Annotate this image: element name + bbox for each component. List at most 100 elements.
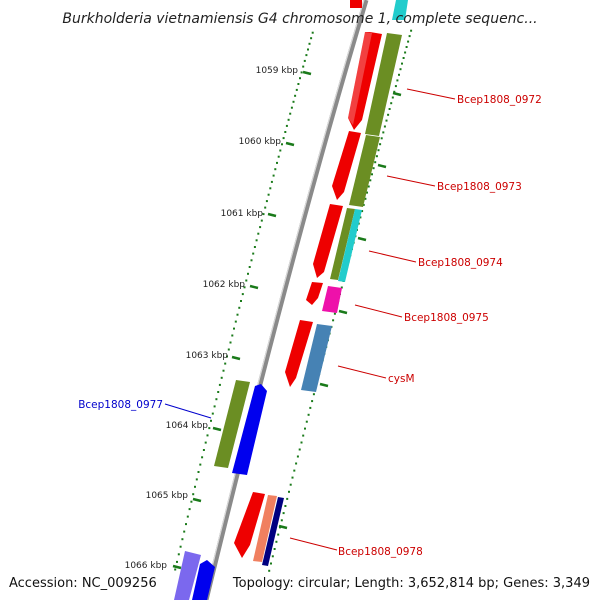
ring-dot — [333, 312, 336, 315]
ring-dot — [259, 226, 262, 229]
ring-dot — [399, 68, 402, 71]
ring-dot — [359, 216, 362, 219]
gene-label[interactable]: Bcep1808_0975 — [404, 312, 489, 324]
ring-dot — [388, 108, 391, 110]
ring-dot — [190, 500, 193, 503]
ring-dot — [405, 46, 408, 48]
ring-dot — [296, 455, 299, 458]
gene-label[interactable]: cysM — [388, 373, 415, 385]
ring-dot — [213, 405, 216, 408]
features — [174, 0, 408, 600]
leader-line — [354, 304, 403, 318]
ring-dot — [307, 48, 309, 51]
ring-dot — [243, 286, 246, 289]
ring-dot — [292, 100, 295, 103]
ring-dot — [240, 300, 242, 302]
ring-dot — [308, 42, 311, 45]
ring-dot — [247, 272, 249, 275]
gene-labels: Bcep1808_0972 Bcep1808_0973 Bcep1808_097… — [78, 94, 542, 558]
ring-dot — [183, 530, 186, 533]
ring-dot — [408, 35, 411, 38]
ring-dot — [305, 54, 308, 57]
ring-dot — [284, 505, 287, 507]
ring-dot — [302, 434, 305, 437]
ring-dot — [248, 266, 251, 268]
ring-dot — [262, 213, 265, 216]
feature-cds[interactable] — [348, 32, 382, 130]
tick-mark — [172, 564, 182, 570]
ring-dot — [401, 62, 403, 65]
tick-label: 1066 kbp — [125, 561, 168, 571]
ring-dot — [285, 124, 288, 127]
ring-dot — [361, 210, 364, 213]
ring-dot — [299, 77, 301, 80]
ring-dot — [188, 508, 191, 511]
ring-dot — [270, 562, 272, 565]
feature-cds-top-cyan[interactable] — [392, 0, 408, 20]
feature-gene-0973[interactable] — [349, 135, 380, 207]
ring-dot — [241, 293, 244, 296]
ring-dot — [297, 83, 300, 85]
ring-dot — [366, 191, 368, 194]
ring-dot — [302, 65, 305, 68]
gene-label[interactable]: Bcep1808_0973 — [437, 181, 522, 193]
ring-dot — [269, 187, 272, 190]
ring-dot — [289, 112, 292, 115]
ring-dot — [245, 279, 248, 282]
tick-marks — [172, 70, 402, 570]
ring-dot — [255, 239, 258, 242]
accession-label: Accession: NC_009256 — [9, 576, 157, 591]
ring-dot — [264, 206, 267, 209]
feature-cds[interactable] — [332, 131, 361, 200]
feature-gene-0974[interactable] — [338, 209, 362, 282]
ring-dot — [270, 180, 273, 183]
ring-dot — [309, 406, 312, 409]
ring-dot — [233, 327, 235, 330]
ring-dot — [199, 463, 202, 466]
outer-tick-mark — [392, 91, 402, 97]
tick-mark — [212, 426, 222, 432]
ring-dot — [222, 369, 225, 372]
outer-dotted-ring — [268, 29, 413, 572]
tick-label: 1065 kbp — [146, 491, 189, 501]
ring-dot — [253, 246, 256, 248]
feature-cds[interactable] — [306, 282, 323, 305]
ring-dot — [284, 131, 287, 133]
ring-dot — [362, 203, 365, 206]
feature-slate[interactable] — [174, 551, 201, 600]
feature-gene-0978[interactable] — [262, 497, 284, 566]
ring-dot — [402, 57, 405, 59]
feature-gene-0974-olive[interactable] — [330, 208, 355, 280]
feature-blue-arrow[interactable] — [232, 384, 267, 475]
ring-dot — [300, 71, 303, 74]
feature-gene-0977[interactable] — [214, 380, 250, 468]
ring-dot — [202, 449, 205, 451]
tick-label: 1061 kbp — [221, 209, 264, 219]
leader-line — [164, 403, 212, 419]
feature-salmon[interactable] — [253, 495, 277, 562]
feature-cds[interactable] — [285, 320, 313, 387]
ring-dot — [281, 143, 283, 146]
ring-dot — [176, 560, 178, 563]
gene-label[interactable]: Bcep1808_0978 — [338, 546, 423, 558]
feature-gene-0975[interactable] — [322, 286, 342, 313]
feature-blue-arrow[interactable] — [192, 560, 215, 600]
gene-label[interactable]: Bcep1808_0974 — [418, 257, 503, 269]
leader-line — [289, 537, 338, 551]
gene-label[interactable]: Bcep1808_0972 — [457, 94, 542, 106]
ring-dot — [391, 96, 394, 99]
feature-cds[interactable] — [234, 492, 265, 558]
ring-dot — [367, 185, 370, 188]
ring-dot — [312, 393, 315, 396]
feature-gene-0972[interactable] — [365, 33, 402, 136]
ring-dot — [289, 483, 292, 486]
ring-dot — [311, 400, 314, 403]
ring-dot — [271, 555, 274, 558]
gene-label[interactable]: Bcep1808_0977 — [78, 399, 163, 411]
feature-cds[interactable] — [350, 0, 362, 8]
ring-dot — [288, 490, 290, 493]
leader-line — [368, 250, 417, 263]
feature-gene-cysM[interactable] — [301, 324, 332, 392]
feature-cds[interactable] — [313, 204, 343, 278]
